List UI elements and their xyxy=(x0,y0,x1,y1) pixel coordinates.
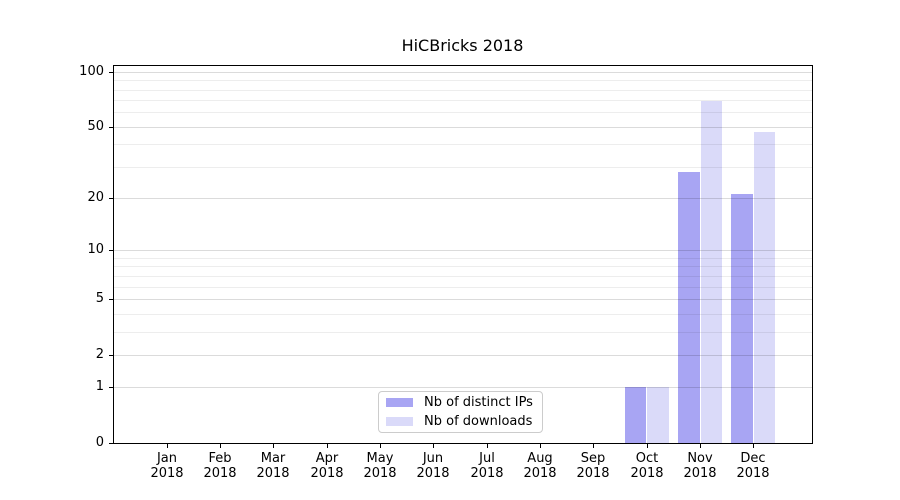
gridline-major-100 xyxy=(113,72,812,73)
gridline-major-2 xyxy=(113,355,812,356)
bar-downloads-nov xyxy=(700,101,722,443)
x-tick-label-aug: Aug 2018 xyxy=(523,451,557,481)
plot-area xyxy=(113,65,812,443)
x-tick-aug xyxy=(540,444,541,448)
y-tick-label-2: 2 xyxy=(95,347,104,362)
x-tick-apr xyxy=(327,444,328,448)
y-tick-5 xyxy=(109,299,113,300)
y-tick-0 xyxy=(109,443,113,444)
y-tick-label-100: 100 xyxy=(79,64,104,79)
y-tick-label-0: 0 xyxy=(95,435,104,450)
x-tick-feb xyxy=(220,444,221,448)
gridline-minor-7 xyxy=(113,276,812,277)
y-tick-2 xyxy=(109,355,113,356)
y-tick-100 xyxy=(109,72,113,73)
x-tick-label-oct: Oct 2018 xyxy=(630,451,664,481)
x-tick-label-jun: Jun 2018 xyxy=(416,451,450,481)
gridline-minor-60 xyxy=(113,112,812,113)
x-tick-label-sep: Sep 2018 xyxy=(576,451,610,481)
legend-item-distinct-ips: Nb of distinct IPs xyxy=(386,395,542,410)
y-tick-label-20: 20 xyxy=(87,190,104,205)
x-tick-oct xyxy=(647,444,648,448)
gridline-minor-70 xyxy=(113,100,812,101)
spine-left xyxy=(113,65,114,444)
x-tick-jul xyxy=(487,444,488,448)
gridline-minor-9 xyxy=(113,258,812,259)
x-tick-label-jan: Jan 2018 xyxy=(150,451,184,481)
bar-downloads-dec xyxy=(753,131,776,443)
y-tick-10 xyxy=(109,250,113,251)
spine-bottom xyxy=(113,443,813,444)
y-tick-label-50: 50 xyxy=(87,119,104,134)
bar-distinct-ips-nov xyxy=(678,172,700,443)
x-tick-label-dec: Dec 2018 xyxy=(736,451,770,481)
y-tick-label-5: 5 xyxy=(95,291,104,306)
gridline-major-1 xyxy=(113,387,812,388)
gridline-minor-80 xyxy=(113,90,812,91)
gridline-minor-40 xyxy=(113,144,812,145)
x-tick-may xyxy=(380,444,381,448)
y-tick-label-10: 10 xyxy=(87,242,104,257)
x-tick-label-may: May 2018 xyxy=(363,451,397,481)
y-tick-20 xyxy=(109,198,113,199)
legend-label-distinct-ips: Nb of distinct IPs xyxy=(424,395,533,411)
x-tick-label-apr: Apr 2018 xyxy=(310,451,344,481)
x-tick-label-jul: Jul 2018 xyxy=(470,451,504,481)
x-tick-label-mar: Mar 2018 xyxy=(256,451,290,481)
x-tick-nov xyxy=(700,444,701,448)
legend-swatch-downloads xyxy=(386,416,413,426)
legend-item-downloads: Nb of downloads xyxy=(386,414,542,429)
legend-label-downloads: Nb of downloads xyxy=(424,413,533,429)
x-tick-jun xyxy=(433,444,434,448)
gridline-minor-4 xyxy=(113,314,812,315)
x-tick-dec xyxy=(753,444,754,448)
x-tick-mar xyxy=(273,444,274,448)
bar-distinct-ips-oct xyxy=(624,387,647,443)
gridline-minor-30 xyxy=(113,167,812,168)
spine-right xyxy=(812,65,813,444)
x-tick-label-feb: Feb 2018 xyxy=(203,451,237,481)
gridline-major-50 xyxy=(113,127,812,128)
gridline-minor-3 xyxy=(113,332,812,333)
legend: Nb of distinct IPs Nb of downloads xyxy=(378,391,543,433)
legend-swatch-distinct-ips xyxy=(386,398,413,408)
gridline-major-20 xyxy=(113,198,812,199)
spine-top xyxy=(113,65,813,66)
bar-downloads-oct xyxy=(647,387,669,443)
y-tick-label-1: 1 xyxy=(95,379,104,394)
x-tick-jan xyxy=(167,444,168,448)
gridline-minor-90 xyxy=(113,80,812,81)
gridline-minor-6 xyxy=(113,287,812,288)
gridline-major-5 xyxy=(113,299,812,300)
gridline-minor-8 xyxy=(113,266,812,267)
x-tick-sep xyxy=(593,444,594,448)
gridline-major-10 xyxy=(113,250,812,251)
x-tick-label-nov: Nov 2018 xyxy=(683,451,717,481)
chart-title: HiCBricks 2018 xyxy=(401,36,524,55)
y-tick-1 xyxy=(109,387,113,388)
y-tick-50 xyxy=(109,127,113,128)
bar-distinct-ips-dec xyxy=(731,194,753,443)
